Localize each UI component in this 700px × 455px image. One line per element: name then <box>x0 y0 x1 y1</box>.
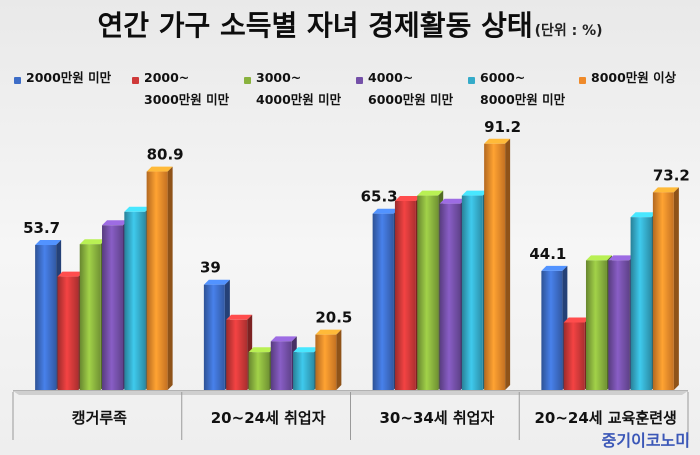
bar <box>394 201 416 390</box>
bar <box>270 341 292 390</box>
bar <box>146 171 168 390</box>
bar-top <box>372 208 399 214</box>
bar-top <box>630 212 657 218</box>
x-tick-label: 20~24세 교육훈련생 <box>534 409 676 427</box>
bar-top <box>57 271 84 277</box>
legend-label: 2000만원 미만 <box>26 70 112 85</box>
bar-top <box>293 347 320 353</box>
bar-top <box>146 166 173 172</box>
plot-group: 캥거루족 20~24세 취업자 30~34세 취업자 20~24세 교육훈련생 53.7… <box>12 118 690 440</box>
bar-side <box>336 329 342 390</box>
bar <box>57 276 79 390</box>
bar <box>461 195 483 390</box>
bar <box>203 284 225 390</box>
bar-top <box>417 190 444 196</box>
data-label: 44.1 <box>529 245 566 263</box>
legend-swatch <box>468 77 475 84</box>
bar-top <box>102 220 129 226</box>
bar-top <box>124 206 151 212</box>
bar-top <box>394 196 421 201</box>
legend: 2000만원 미만 2000~ 3000만원 미만 3000~ 4000만원 미… <box>14 70 694 117</box>
bar <box>484 143 506 390</box>
bar <box>585 260 607 390</box>
legend-swatch <box>244 77 251 84</box>
chart-title-block: 연간 가구 소득별 자녀 경제활동 상태 (단위 : %) <box>0 4 700 48</box>
x-tick-label: 30~34세 취업자 <box>380 409 495 427</box>
bar <box>417 195 439 390</box>
legend-swatch <box>14 77 21 84</box>
bar-top <box>203 279 230 285</box>
legend-swatch <box>579 77 586 84</box>
chart-title: 연간 가구 소득별 자녀 경제활동 상태 <box>97 9 533 42</box>
legend-swatch <box>132 77 139 84</box>
data-label: 91.2 <box>484 118 521 136</box>
bar-side <box>505 138 511 390</box>
bar-top <box>79 239 106 245</box>
bar-side <box>167 166 173 390</box>
bar-top <box>652 187 679 193</box>
bar-top <box>315 329 342 335</box>
data-label: 80.9 <box>147 146 184 164</box>
bar <box>439 203 461 390</box>
data-label: 53.7 <box>23 219 60 237</box>
bar-top <box>248 347 275 353</box>
brand-watermark: 중기이코노미 <box>601 431 690 450</box>
data-label: 65.3 <box>361 188 398 206</box>
bar <box>248 352 270 390</box>
legend-label: 6000~ 8000만원 미만 <box>480 70 566 107</box>
bar <box>563 322 585 390</box>
bar <box>79 244 101 390</box>
bar-top <box>563 317 590 323</box>
bar <box>315 334 337 390</box>
bar-top <box>608 255 635 261</box>
bar <box>541 270 563 390</box>
bar <box>35 245 57 390</box>
bar <box>630 217 652 390</box>
bar-top <box>35 240 62 246</box>
bar <box>293 352 315 390</box>
bar-top <box>541 265 568 271</box>
legend-swatch <box>356 77 363 84</box>
bar-top <box>585 255 612 261</box>
legend-label: 4000~ 6000만원 미만 <box>368 70 454 107</box>
bar-top <box>484 138 511 144</box>
bar <box>652 192 674 390</box>
bar-top <box>461 190 488 196</box>
bar-top <box>226 314 253 320</box>
data-label: 73.2 <box>653 166 690 184</box>
bar <box>608 260 630 390</box>
bar-top <box>439 198 466 204</box>
bar-top <box>270 336 297 342</box>
legend-label: 8000만원 이상 <box>591 70 677 85</box>
data-label: 39 <box>200 259 221 277</box>
x-tick-label: 20~24세 취업자 <box>211 409 326 427</box>
bar <box>102 225 124 390</box>
unit-label: (단위 : %) <box>534 23 603 39</box>
x-tick-label: 캥거루족 <box>72 409 127 427</box>
legend-label: 3000~ 4000만원 미만 <box>256 70 342 107</box>
bar-side <box>673 187 679 390</box>
data-label: 20.5 <box>315 309 352 327</box>
bar <box>372 213 394 390</box>
bar <box>124 211 146 390</box>
legend-label: 2000~ 3000만원 미만 <box>144 70 230 107</box>
bar <box>226 319 248 390</box>
